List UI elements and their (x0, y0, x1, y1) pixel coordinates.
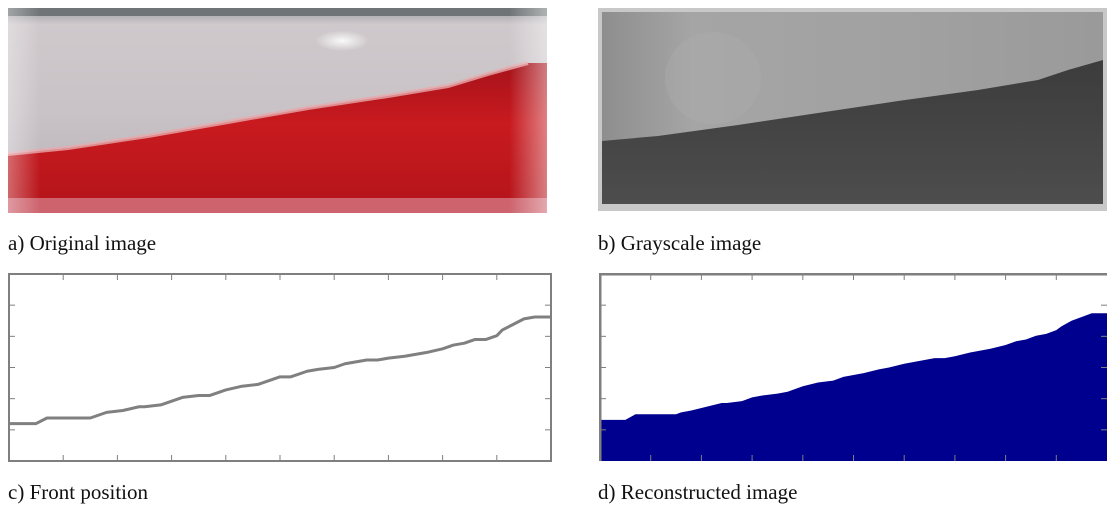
reconstructed-area (600, 313, 1107, 461)
panel-b (598, 8, 1107, 211)
axes-frame (8, 273, 552, 462)
axes-frame (599, 273, 1107, 461)
grayscale-image (598, 8, 1107, 211)
reconstructed-image-chart (599, 273, 1107, 461)
panel-d (599, 273, 1107, 463)
plot-area (9, 274, 551, 461)
caption-d: d) Reconstructed image (598, 480, 798, 504)
panel-a (8, 8, 547, 213)
panel-c (8, 273, 553, 463)
caption-b: b) Grayscale image (598, 231, 762, 255)
front-position-line (9, 315, 551, 426)
original-image (8, 8, 547, 213)
caption-c: c) Front position (8, 480, 148, 504)
front-position-chart (8, 273, 552, 462)
caption-a: a) Original image (8, 231, 157, 255)
